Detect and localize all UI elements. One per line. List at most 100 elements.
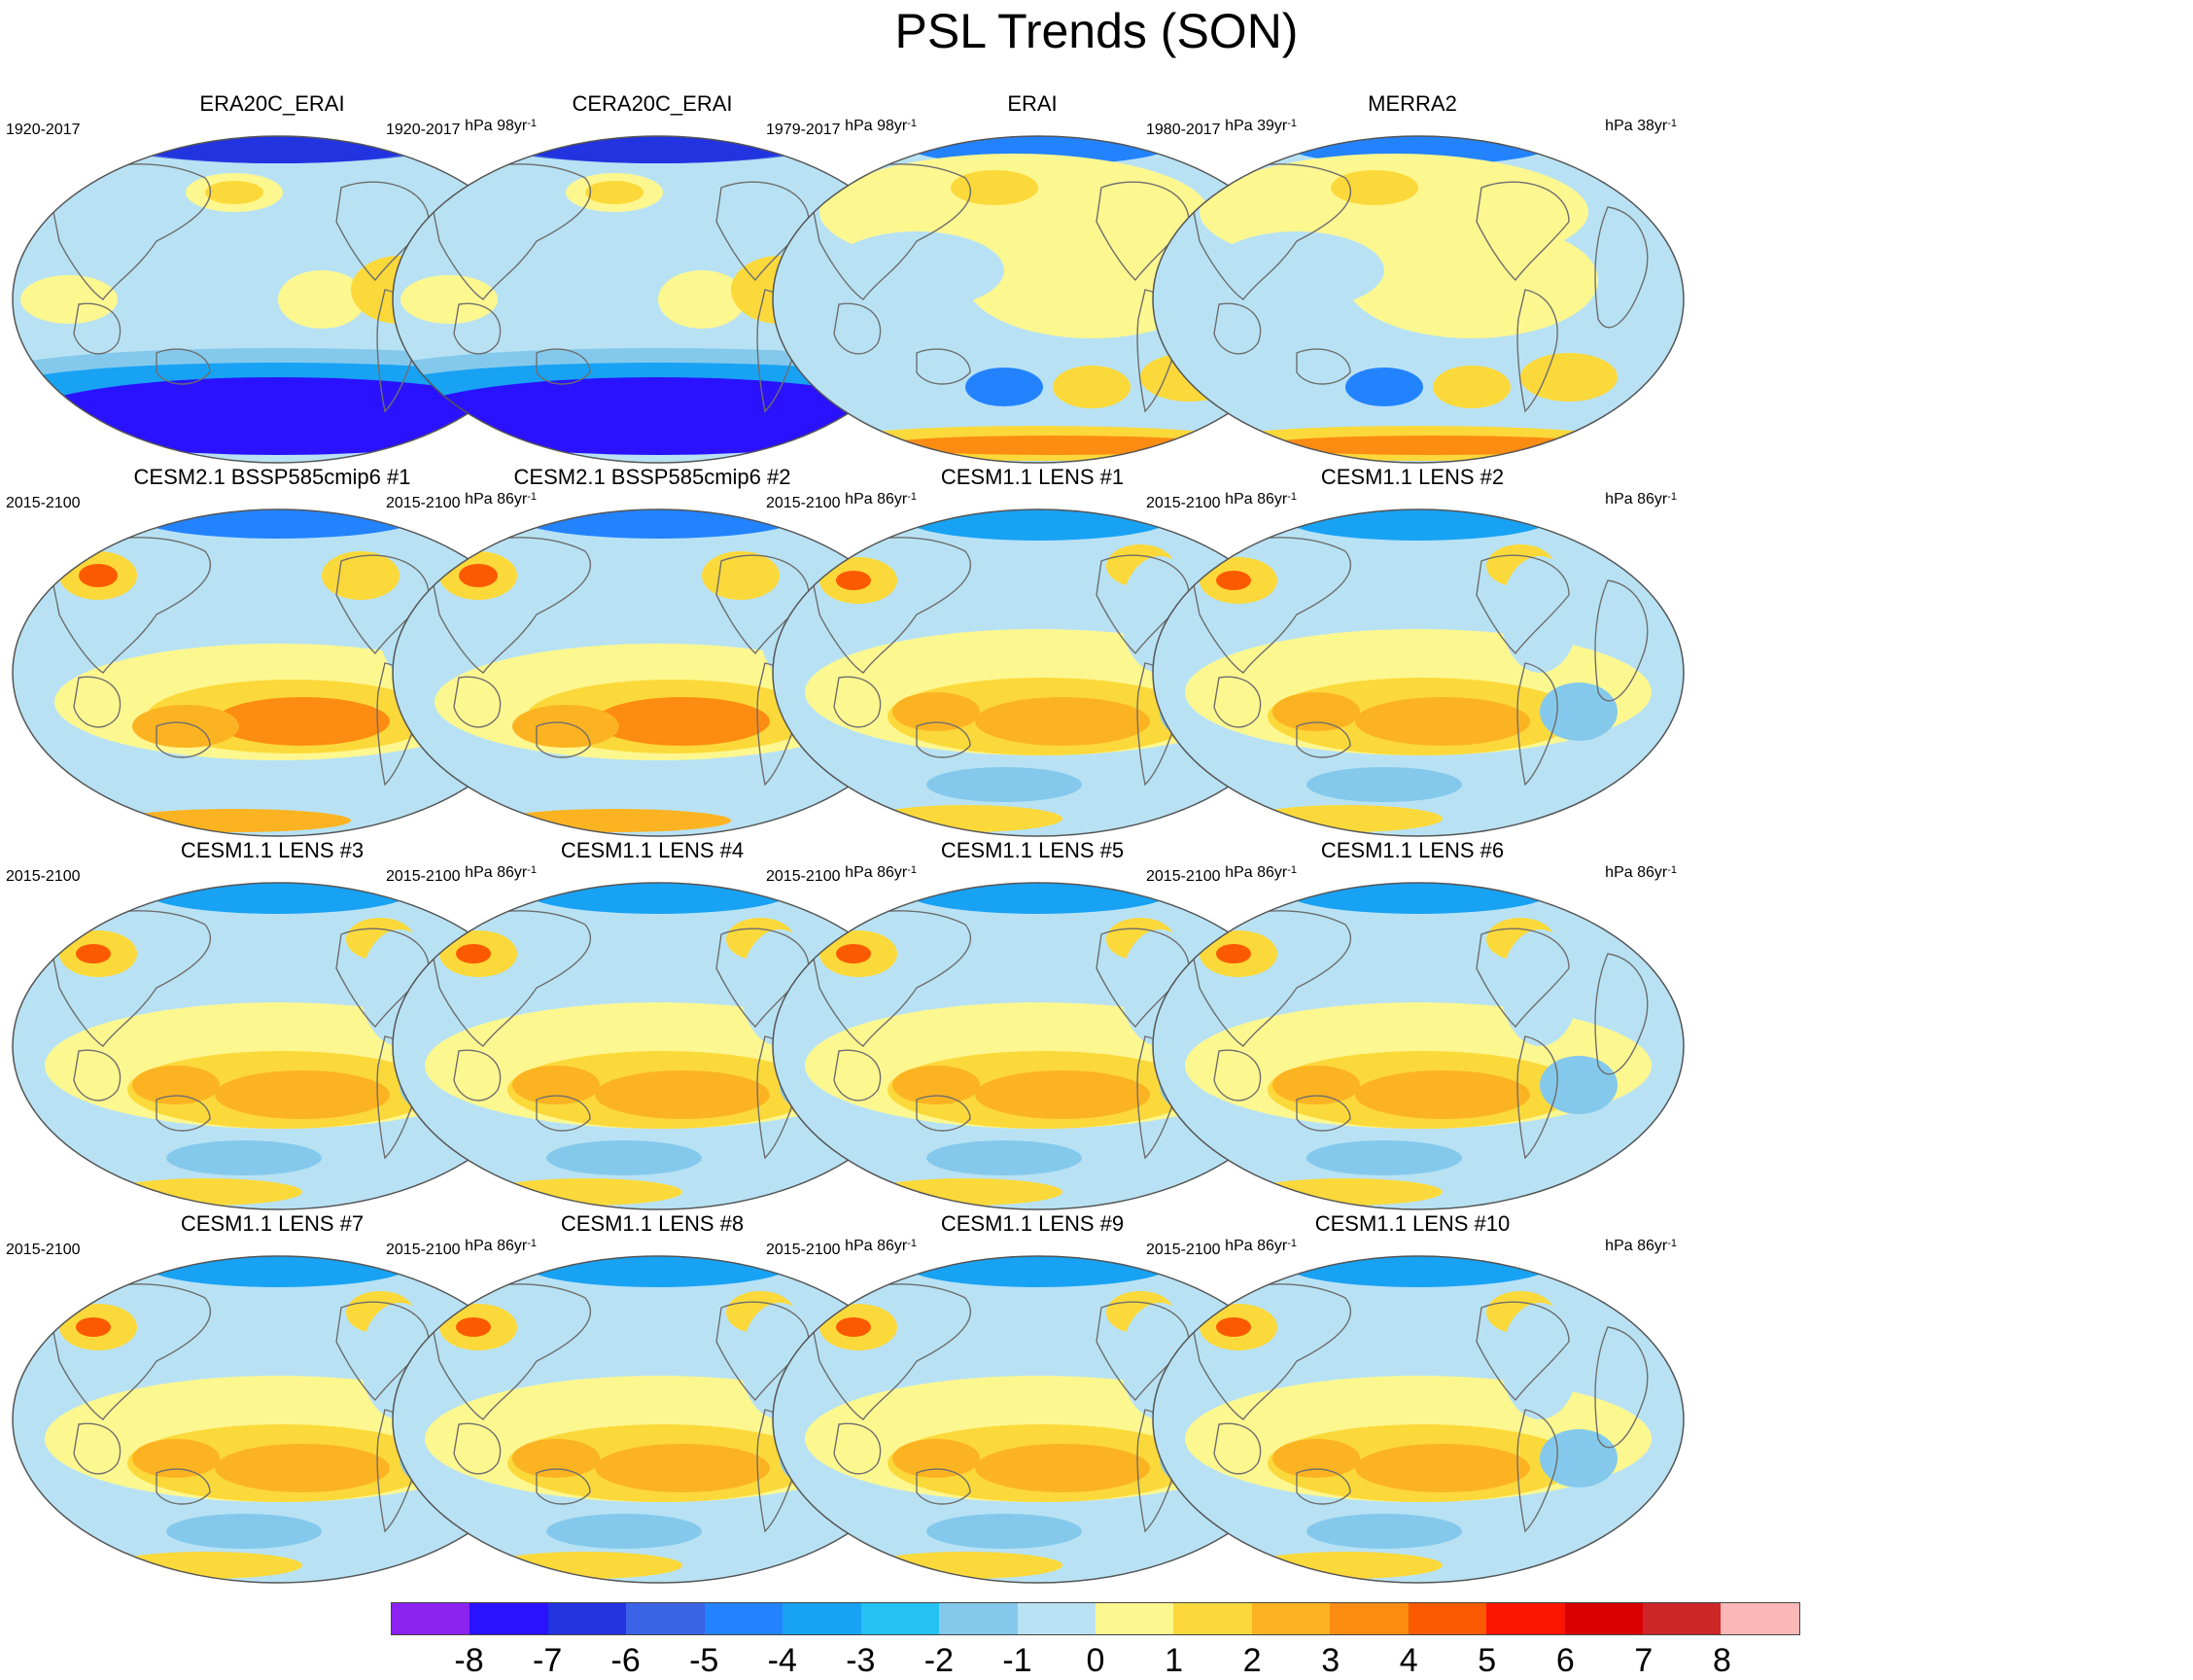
units-exponent: -1 [527,491,537,503]
colorbar-tick-label: 8 [1712,1642,1731,1679]
contour-region [951,170,1038,205]
coastline [1516,289,1558,413]
coastline [1594,1326,1649,1449]
coastline [335,181,430,282]
contour-region [498,809,731,832]
units-value: hPa 86yr [1225,1238,1288,1254]
contour-region [1282,1256,1554,1287]
panel-title: CESM1.1 LENS #3 [180,838,365,862]
units-exponent: -1 [1667,864,1677,876]
units-value: hPa 86yr [1605,1238,1668,1254]
contour-region [1345,368,1423,406]
contour-region [166,1140,322,1175]
contour-region [546,1514,702,1549]
colorbar-swatch [1408,1603,1487,1634]
contour-region [405,377,911,455]
contour-region [902,883,1174,914]
coastline [1189,537,1352,674]
coastline [1296,348,1351,385]
contour-region [1501,1303,1579,1419]
coastline [1296,721,1351,758]
contour-region [902,136,1174,165]
panel-units: hPa 86yr-1 [1225,488,1297,511]
panel-period: 2015-2100 [6,868,81,885]
coastline [1296,1095,1351,1132]
coastline [1189,1283,1352,1420]
coastline [1213,302,1262,355]
contour-region [1501,929,1579,1046]
contour-region [76,1317,111,1337]
contour-region [215,1444,390,1492]
panel-units: hPa 86yr-1 [1225,861,1297,885]
contour-region [1248,1178,1443,1206]
panel-units: hPa 86yr-1 [1605,861,1677,885]
colorbar-swatch [1721,1603,1799,1634]
contour-region [836,944,871,963]
globe-outline [1152,508,1685,837]
contour-region [1216,571,1251,590]
colorbar-swatch [1095,1603,1174,1634]
colorbar-tick-label: -7 [532,1642,563,1679]
contour-region [595,697,770,746]
coastline [453,676,502,728]
panel-period: 2015-2100 [386,1242,461,1258]
colorbar-tick-label: 2 [1242,1642,1262,1679]
coastline [833,1049,882,1102]
units-value: hPa 98yr [845,118,908,134]
map-panel: CESM1.1 LENS #2 2015-2100 hPa 86yr-1 [1140,465,1685,839]
coastline [453,302,502,355]
contour-region [400,275,498,324]
colorbar-tick-label: -3 [846,1642,876,1679]
colorbar-swatch [860,1603,940,1634]
coastline [916,1095,971,1132]
units-value: hPa 86yr [465,864,528,881]
colorbar-swatch [1173,1603,1252,1634]
units-exponent: -1 [1667,1238,1677,1249]
contour-region [892,1439,980,1478]
panel-title: CESM1.1 LENS #1 [940,465,1125,489]
coastline [156,348,211,385]
globe-outline [1152,135,1685,464]
contour-region [1272,1439,1360,1478]
colorbar-tick-label: -5 [689,1642,719,1679]
units-exponent: -1 [1667,118,1677,129]
contour-region [20,275,118,324]
contour-region [278,270,366,329]
contour-region [118,809,351,832]
contour-region [1272,692,1360,731]
contour-region [76,944,111,963]
globe-map [1152,135,1685,464]
contour-region [868,805,1062,832]
coastline [536,1468,591,1505]
coastline [335,1301,430,1402]
coastline [335,554,430,655]
panel-period: 2015-2100 [1146,495,1221,511]
panel-period: 2015-2100 [386,868,461,885]
contour-region [1433,366,1511,408]
contour-region [1355,1070,1530,1119]
panel-title: ERAI [1007,91,1058,116]
contour-region [108,1178,302,1206]
colorbar-tick-label: 7 [1634,1642,1653,1679]
contour-region [1258,436,1608,455]
contour-region [1216,1317,1251,1337]
panel-units: hPa 86yr-1 [1605,488,1677,511]
panel-title: CESM2.1 BSSP585cmip6 #2 [513,465,791,489]
panel-units: hPa 86yr-1 [465,861,537,885]
contour-region [79,564,118,587]
coastline [73,676,122,728]
map-panel: MERRA2 1980-2017 hPa 38yr-1 [1140,91,1685,466]
colorbar-tick-label: 0 [1086,1642,1105,1679]
map-panel: CESM1.1 LENS #6 2015-2100 hPa 86yr-1 [1140,838,1685,1212]
contour-region [975,1070,1150,1119]
coastline [715,554,810,655]
coastline [335,928,430,1029]
contour-region [1282,509,1554,541]
contour-region [1345,222,1598,338]
units-value: hPa 86yr [845,864,908,881]
coastline [1516,1409,1558,1533]
panel-period: 2015-2100 [386,495,461,511]
contour-region [902,1256,1174,1287]
contour-region [595,1070,770,1119]
contour-region [1540,1429,1618,1488]
